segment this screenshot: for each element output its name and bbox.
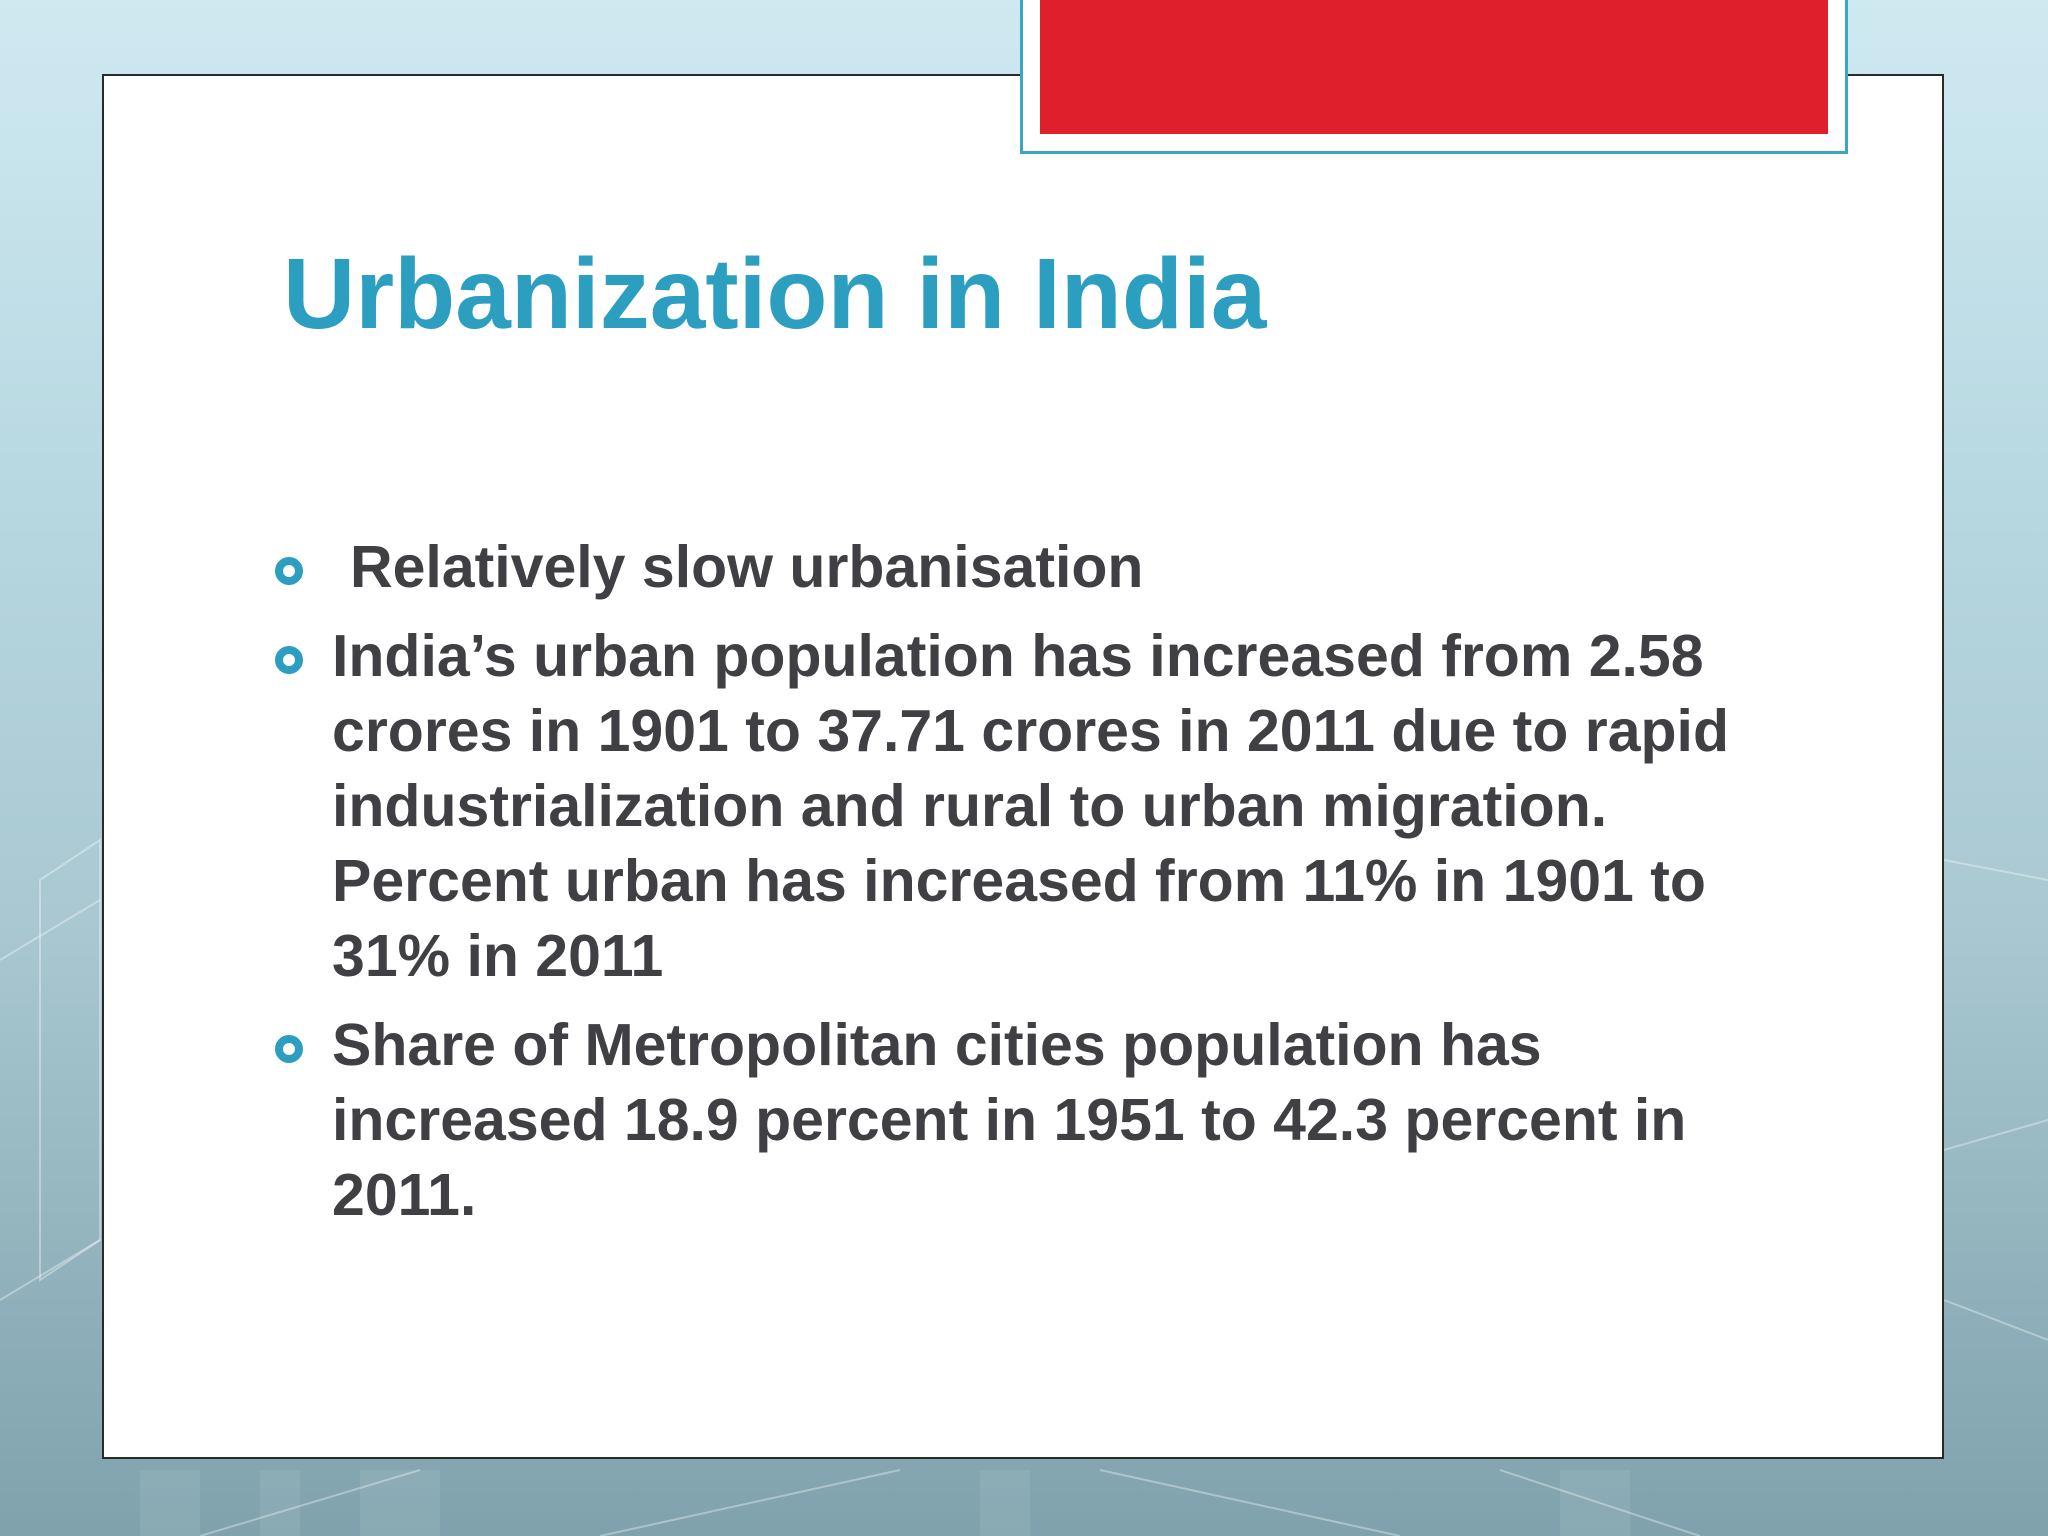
slide-title: Urbanization in India <box>283 238 1267 350</box>
content-panel <box>102 74 1944 1459</box>
bullet-list: Relatively slow urbanisation India’s urb… <box>270 530 1730 1247</box>
accent-red-block <box>1040 0 1828 134</box>
bullet-text: Share of Metropolitan cities population … <box>332 1012 1687 1228</box>
ring-bullet-icon <box>275 1035 303 1063</box>
bullet-text: Relatively slow urbanisation <box>350 534 1144 600</box>
bullet-item: India’s urban population has increased f… <box>270 619 1730 994</box>
bullet-item: Share of Metropolitan cities population … <box>270 1008 1730 1233</box>
ring-bullet-icon <box>275 646 303 674</box>
ring-bullet-icon <box>275 557 303 585</box>
bullet-text: India’s urban population has increased f… <box>332 623 1729 989</box>
bullet-item: Relatively slow urbanisation <box>270 530 1730 605</box>
